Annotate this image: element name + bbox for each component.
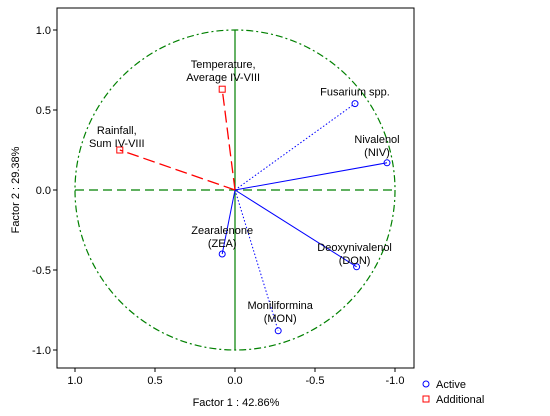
vector-line	[234, 103, 356, 191]
vector-line	[234, 162, 388, 191]
y-axis-title: Factor 2 : 29.38%	[10, 146, 22, 233]
point-label-line: (NIV)	[364, 147, 390, 159]
point-label-line: (ZEA)	[208, 238, 237, 250]
legend-additional-marker	[422, 395, 430, 403]
x-tick-label: -0.5	[306, 375, 325, 387]
y-tick-label: -1.0	[32, 345, 51, 357]
y-tick-label: 1.0	[36, 25, 51, 37]
vector-line	[221, 189, 236, 255]
point-label: Rainfall, Sum IV-VIII	[89, 125, 145, 150]
point-label: Zearalenone (ZEA)	[191, 225, 253, 250]
additional-point-marker	[116, 146, 124, 154]
point-label-line: Rainfall,	[97, 125, 137, 137]
legend-additional-label: Additional	[436, 394, 484, 406]
vectors-layer	[116, 85, 391, 335]
point-label-line: Zearalenone	[191, 225, 253, 237]
x-tick-label: -1.0	[386, 375, 405, 387]
point-label-line: Fusarium spp.	[320, 87, 390, 99]
active-point-marker	[274, 327, 282, 335]
legend-active-label: Active	[436, 379, 466, 391]
point-label: Temperature, Average IV-VIII	[186, 59, 260, 84]
point-label-line: Temperature,	[191, 59, 256, 71]
x-axis-title: Factor 1 : 42.86%	[193, 397, 280, 409]
point-label-line: (MON)	[264, 313, 297, 325]
point-label: Moniliformina (MON)	[247, 300, 313, 325]
additional-point-marker	[218, 85, 226, 93]
point-label: Fusarium spp.	[320, 87, 390, 99]
point-label: Deoxynivalenol (DON)	[317, 242, 392, 267]
x-tick-label: 0.5	[147, 375, 162, 387]
active-point-marker	[351, 100, 359, 108]
active-point-marker	[383, 159, 391, 167]
vector-line	[119, 149, 236, 191]
y-tick-label: 0.0	[36, 185, 51, 197]
legend-active-marker	[422, 380, 430, 388]
active-point-marker	[353, 263, 361, 271]
y-tick-label: 0.5	[36, 105, 51, 117]
labels-layer: Fusarium spp. Nivalenol (NIV) Deoxynivaleno…	[89, 59, 400, 325]
legend: Active Additional	[422, 379, 484, 406]
x-tick-label: 0.0	[227, 375, 242, 387]
x-tick-label: 1.0	[67, 375, 82, 387]
point-label-line: Sum IV-VIII	[89, 138, 145, 150]
active-point-marker	[218, 250, 226, 258]
vector-line	[234, 189, 279, 331]
point-label-line: Deoxynivalenol	[317, 242, 392, 254]
y-tick-label: -0.5	[32, 265, 51, 277]
point-label-line: Moniliformina	[247, 300, 313, 312]
point-label-line: Average IV-VIII	[186, 72, 260, 84]
point-label-line: (DON)	[339, 255, 371, 267]
vector-line	[234, 189, 357, 268]
point-label: Nivalenol (NIV)	[354, 134, 399, 159]
ticks-layer: 1.0 0.5 0.0 -0.5 -1.0 1.0 0.5 0.0 -0.5 -1.0	[32, 25, 404, 387]
point-label-line: Nivalenol	[354, 134, 399, 146]
